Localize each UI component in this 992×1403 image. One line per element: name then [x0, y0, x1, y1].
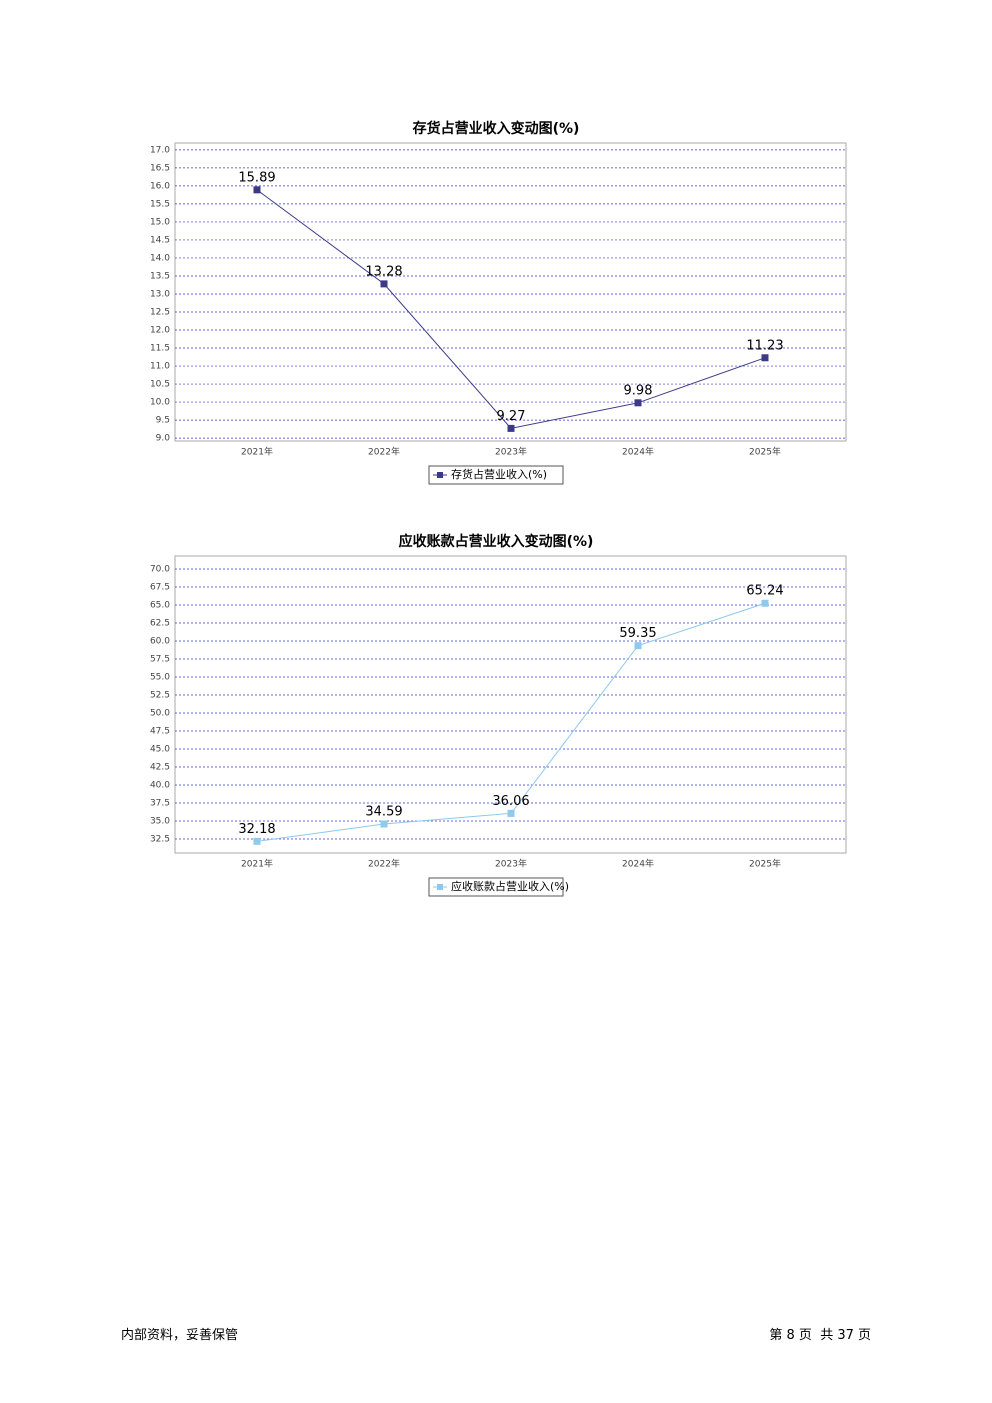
y-tick-label: 15.5 [150, 199, 170, 209]
plot-area [174, 555, 847, 854]
data-label: 9.27 [497, 409, 526, 424]
y-tick-label: 57.5 [150, 654, 170, 664]
legend-box [428, 465, 564, 485]
data-label: 15.89 [238, 170, 275, 185]
y-tick-label: 35.0 [150, 817, 170, 827]
x-tick-label: 2025年 [749, 858, 781, 870]
data-label: 11.23 [746, 338, 783, 353]
y-tick-label: 13.5 [150, 271, 170, 281]
y-tick-label: 47.5 [150, 727, 170, 737]
x-tick-label: 2022年 [368, 446, 400, 458]
x-tick-label: 2021年 [241, 446, 273, 458]
y-tick-label: 9.5 [156, 416, 170, 426]
y-tick-label: 11.0 [150, 362, 170, 372]
x-tick-label: 2022年 [368, 858, 400, 870]
footer-left: 内部资料，妥善保管 [121, 1328, 239, 1343]
data-label: 36.06 [492, 794, 529, 809]
y-tick-label: 55.0 [150, 672, 170, 682]
legend-marker [437, 884, 443, 890]
legend-marker [437, 472, 443, 478]
data-label: 13.28 [365, 264, 402, 279]
point [253, 186, 261, 194]
y-tick-label: 40.0 [150, 781, 170, 791]
plot-area [174, 142, 847, 442]
y-tick-label: 70.0 [150, 564, 170, 574]
y-tick-label: 50.0 [150, 708, 170, 718]
x-tick-label: 2024年 [622, 858, 654, 870]
x-tick-label: 2025年 [749, 446, 781, 458]
x-tick-label: 2021年 [241, 858, 273, 870]
x-tick-label: 2023年 [495, 446, 527, 458]
y-tick-label: 60.0 [150, 636, 170, 646]
y-tick-label: 52.5 [150, 690, 170, 700]
point [380, 820, 388, 828]
legend-box [428, 877, 564, 897]
point [507, 809, 515, 817]
point [253, 837, 261, 845]
data-label: 65.24 [746, 584, 783, 599]
y-tick-label: 65.0 [150, 600, 170, 610]
y-tick-label: 10.5 [150, 380, 170, 390]
charts: 存货占营业收入变动图(%) 9.0 9.5 10.0 10.5 11.0 11.5 12.0 1… [150, 120, 847, 897]
y-tick-label: 37.5 [150, 799, 170, 809]
y-tick-label: 14.0 [150, 253, 170, 263]
y-tick-label: 14.5 [150, 235, 170, 245]
legend-label: 存货占营业收入(%) [451, 467, 547, 481]
y-tick-label: 16.0 [150, 181, 170, 191]
y-tick-label: 16.5 [150, 163, 170, 173]
chart-title: 存货占营业收入变动图(%) [413, 120, 580, 137]
y-tick-label: 10.0 [150, 398, 170, 408]
x-tick-label: 2024年 [622, 446, 654, 458]
x-tick-label: 2023年 [495, 858, 527, 870]
point [380, 280, 388, 288]
point [634, 642, 642, 650]
y-tick-label: 12.0 [150, 326, 170, 336]
data-label: 34.59 [365, 804, 402, 819]
point [634, 399, 642, 407]
y-tick-label: 13.0 [150, 289, 170, 299]
y-tick-label: 11.5 [150, 344, 170, 354]
y-tick-label: 62.5 [150, 618, 170, 628]
y-tick-label: 67.5 [150, 582, 170, 592]
point [761, 599, 769, 607]
chart-title: 应收账款占营业收入变动图(%) [399, 533, 594, 550]
point [507, 424, 515, 432]
y-tick-label: 12.5 [150, 307, 170, 317]
y-tick-label: 15.0 [150, 217, 170, 227]
point [761, 354, 769, 362]
y-tick-label: 42.5 [150, 763, 170, 773]
legend-label: 应收账款占营业收入(%) [451, 879, 569, 893]
y-tick-label: 32.5 [150, 835, 170, 845]
y-tick-label: 9.0 [156, 434, 171, 444]
data-label: 9.98 [624, 383, 653, 398]
data-label: 32.18 [238, 822, 275, 837]
y-tick-label: 45.0 [150, 745, 170, 755]
footer-right: 第 8 页 共 37 页 [769, 1328, 871, 1343]
data-label: 59.35 [619, 626, 656, 641]
y-tick-label: 17.0 [150, 145, 170, 155]
